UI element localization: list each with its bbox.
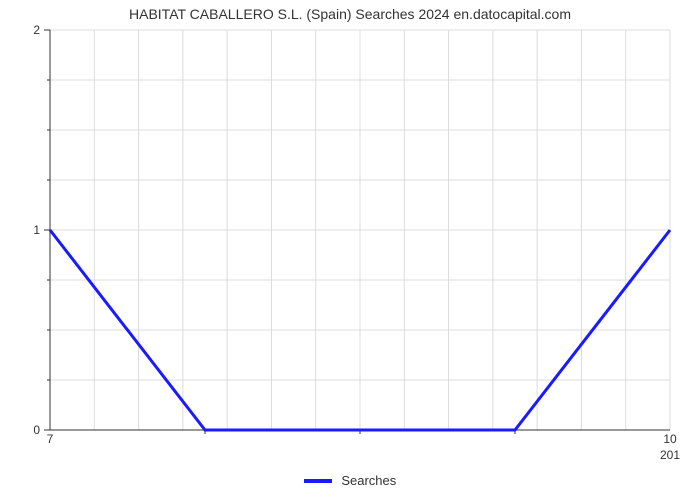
chart-container: { "chart": { "type": "line", "title": "H… — [0, 0, 700, 500]
legend: Searches — [0, 472, 700, 488]
legend-label: Searches — [341, 473, 396, 488]
y-tick-label: 1 — [10, 223, 40, 237]
tick-marks — [44, 30, 515, 434]
y-tick-label: 0 — [10, 423, 40, 437]
x-secondary-label: 201 — [660, 448, 680, 462]
grid-lines — [50, 30, 670, 430]
x-tick-label: 10 — [663, 432, 676, 446]
plot-svg — [0, 0, 700, 500]
y-tick-label: 2 — [10, 23, 40, 37]
x-tick-label: 7 — [47, 432, 54, 446]
legend-swatch — [304, 479, 332, 483]
